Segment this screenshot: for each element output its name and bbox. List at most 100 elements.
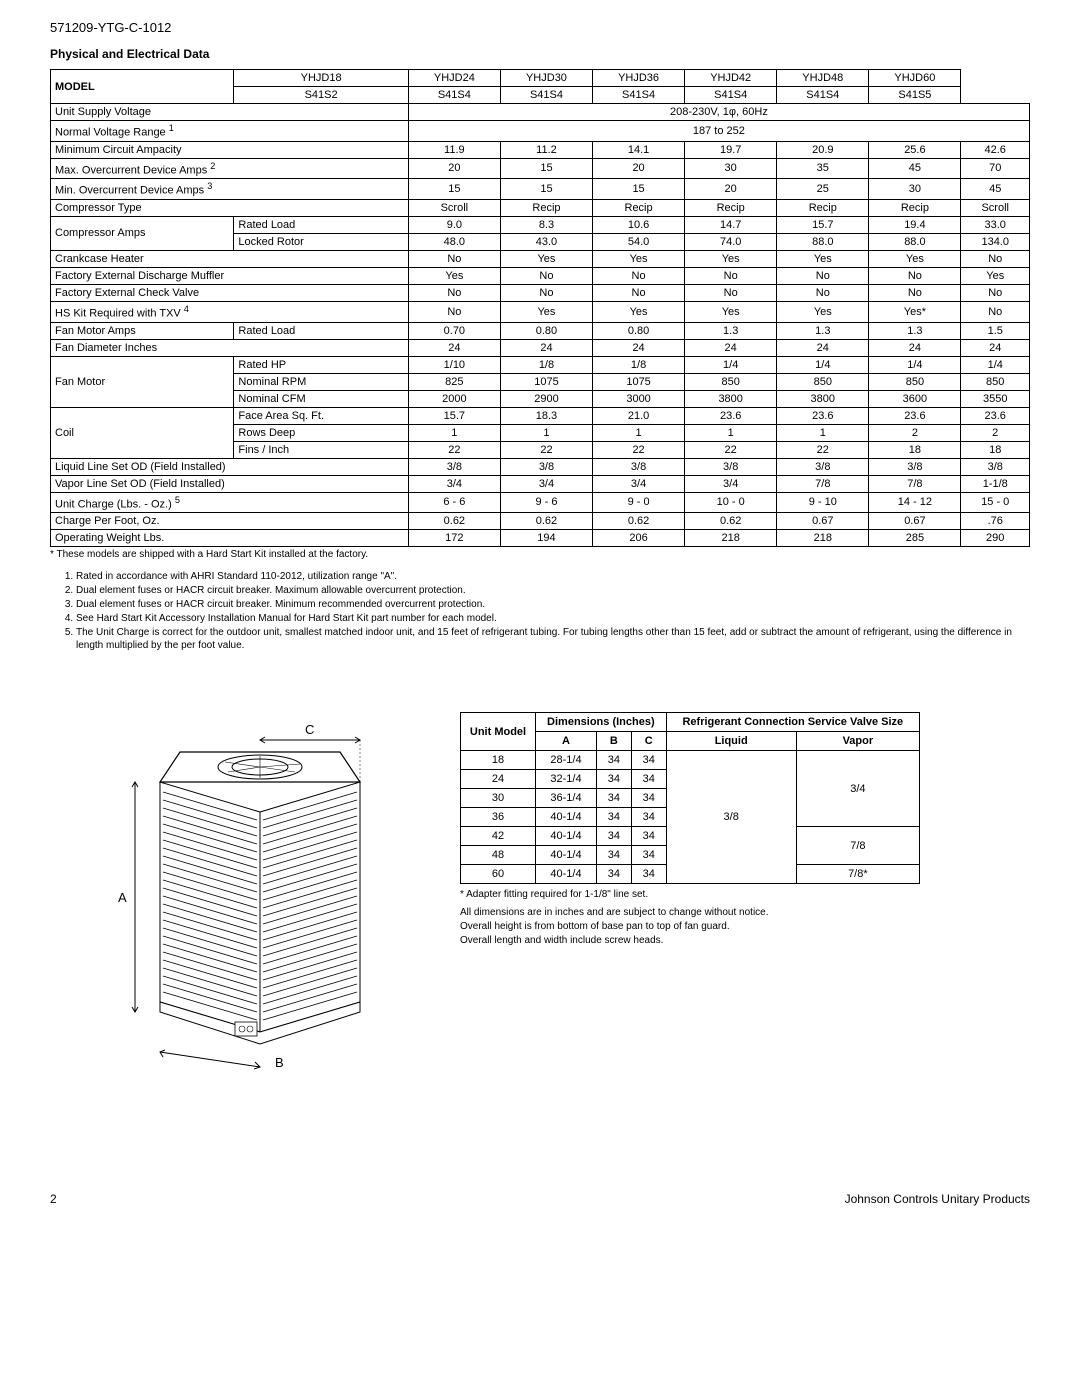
cell: 1.3 bbox=[685, 322, 777, 339]
cell: 25 bbox=[777, 179, 869, 200]
col-header: YHJD60 bbox=[869, 70, 961, 87]
row-label: Normal Voltage Range 1 bbox=[51, 121, 409, 142]
table-row: Normal Voltage Range 1187 to 252 bbox=[51, 121, 1030, 142]
cell: 33.0 bbox=[961, 216, 1030, 233]
cell: 15 bbox=[593, 179, 685, 200]
cell: 88.0 bbox=[777, 233, 869, 250]
cell: No bbox=[593, 267, 685, 284]
col-header: YHJD36 bbox=[593, 70, 685, 87]
cell: 2 bbox=[869, 424, 961, 441]
cell: 9 - 10 bbox=[777, 492, 869, 513]
cell: 22 bbox=[685, 441, 777, 458]
cell: .76 bbox=[961, 513, 1030, 530]
row-label: Charge Per Foot, Oz. bbox=[51, 513, 409, 530]
vapor-cell: 7/8 bbox=[796, 827, 919, 865]
cell: 1/4 bbox=[961, 356, 1030, 373]
cell: 30 bbox=[461, 789, 536, 808]
cell: No bbox=[408, 284, 500, 301]
cell: No bbox=[961, 284, 1030, 301]
cell: 7/8 bbox=[777, 475, 869, 492]
cell: 1/10 bbox=[408, 356, 500, 373]
cell: 0.62 bbox=[593, 513, 685, 530]
cell: 3/4 bbox=[408, 475, 500, 492]
row-label: Locked Rotor bbox=[234, 233, 408, 250]
cell: 19.4 bbox=[869, 216, 961, 233]
cell: 1075 bbox=[500, 373, 592, 390]
t2-star: * Adapter fitting required for 1-1/8" li… bbox=[460, 888, 920, 902]
cell: 48.0 bbox=[408, 233, 500, 250]
cell: 206 bbox=[593, 530, 685, 547]
cell-span: 187 to 252 bbox=[408, 121, 1029, 142]
cell: 24 bbox=[408, 339, 500, 356]
cell: Yes bbox=[593, 250, 685, 267]
col-subheader: S41S4 bbox=[408, 87, 500, 104]
cell: 24 bbox=[777, 339, 869, 356]
table-row: Vapor Line Set OD (Field Installed)3/43/… bbox=[51, 475, 1030, 492]
t1-body: Unit Supply Voltage208-230V, 1φ, 60HzNor… bbox=[51, 104, 1030, 547]
cell: 0.67 bbox=[777, 513, 869, 530]
col-subheader: S41S4 bbox=[685, 87, 777, 104]
cell: No bbox=[408, 250, 500, 267]
cell: 28-1/4 bbox=[536, 751, 597, 770]
cell: 24 bbox=[500, 339, 592, 356]
t1-head: MODELYHJD18YHJD24YHJD30YHJD36YHJD42YHJD4… bbox=[51, 70, 1030, 104]
cell: Recip bbox=[593, 199, 685, 216]
cell: 3/4 bbox=[593, 475, 685, 492]
cell: 0.62 bbox=[685, 513, 777, 530]
cell: 34 bbox=[596, 751, 631, 770]
cell: 825 bbox=[408, 373, 500, 390]
cell: 10.6 bbox=[593, 216, 685, 233]
table-row: Compressor AmpsRated Load9.08.310.614.71… bbox=[51, 216, 1030, 233]
cell: 3550 bbox=[961, 390, 1030, 407]
table-row: Unit Supply Voltage208-230V, 1φ, 60Hz bbox=[51, 104, 1030, 121]
cell: No bbox=[777, 284, 869, 301]
section-title: Physical and Electrical Data bbox=[50, 47, 1030, 61]
cell: 2 bbox=[961, 424, 1030, 441]
cell: 850 bbox=[777, 373, 869, 390]
cell: 1.3 bbox=[777, 322, 869, 339]
star-note: * These models are shipped with a Hard S… bbox=[50, 549, 1030, 560]
cell: 54.0 bbox=[593, 233, 685, 250]
cell: 34 bbox=[631, 865, 666, 884]
footnote: Rated in accordance with AHRI Standard 1… bbox=[76, 570, 1030, 583]
cell: 14.7 bbox=[685, 216, 777, 233]
cell: 6 - 6 bbox=[408, 492, 500, 513]
cell: Yes bbox=[500, 301, 592, 322]
t2-body: 1828-1/434343/83/42432-1/434343036-1/434… bbox=[461, 751, 920, 884]
cell: 3000 bbox=[593, 390, 685, 407]
cell: 15 bbox=[500, 179, 592, 200]
cell: 70 bbox=[961, 158, 1030, 179]
cell: Recip bbox=[685, 199, 777, 216]
cell: 15 bbox=[408, 179, 500, 200]
cell: 34 bbox=[596, 808, 631, 827]
col-subheader: S41S4 bbox=[777, 87, 869, 104]
physical-electrical-table: MODELYHJD18YHJD24YHJD30YHJD36YHJD42YHJD4… bbox=[50, 69, 1030, 547]
cell: 40-1/4 bbox=[536, 846, 597, 865]
vapor-cell: 3/4 bbox=[796, 751, 919, 827]
col-header: YHJD24 bbox=[408, 70, 500, 87]
liquid-cell: 3/8 bbox=[666, 751, 796, 884]
cell: Yes bbox=[777, 301, 869, 322]
col-subheader: S41S5 bbox=[869, 87, 961, 104]
cell: 850 bbox=[685, 373, 777, 390]
row-label: Face Area Sq. Ft. bbox=[234, 407, 408, 424]
row-label: Max. Overcurrent Device Amps 2 bbox=[51, 158, 409, 179]
cell: No bbox=[869, 284, 961, 301]
cell: No bbox=[961, 250, 1030, 267]
row-label: Unit Supply Voltage bbox=[51, 104, 409, 121]
dim-c-label: C bbox=[305, 722, 314, 737]
table-row: Fan Motor AmpsRated Load0.700.800.801.31… bbox=[51, 322, 1030, 339]
t2-h-c: C bbox=[631, 732, 666, 751]
footer-right: Johnson Controls Unitary Products bbox=[845, 1192, 1030, 1206]
row-label: Operating Weight Lbs. bbox=[51, 530, 409, 547]
cell: No bbox=[961, 301, 1030, 322]
cell: 23.6 bbox=[685, 407, 777, 424]
cell: 1/4 bbox=[777, 356, 869, 373]
cell: 194 bbox=[500, 530, 592, 547]
cell: 43.0 bbox=[500, 233, 592, 250]
cell: 42.6 bbox=[961, 141, 1030, 158]
table-row: Min. Overcurrent Device Amps 31515152025… bbox=[51, 179, 1030, 200]
cell: 3/8 bbox=[500, 458, 592, 475]
doc-code: 571209-YTG-C-1012 bbox=[50, 20, 1030, 35]
cell: 1 bbox=[685, 424, 777, 441]
